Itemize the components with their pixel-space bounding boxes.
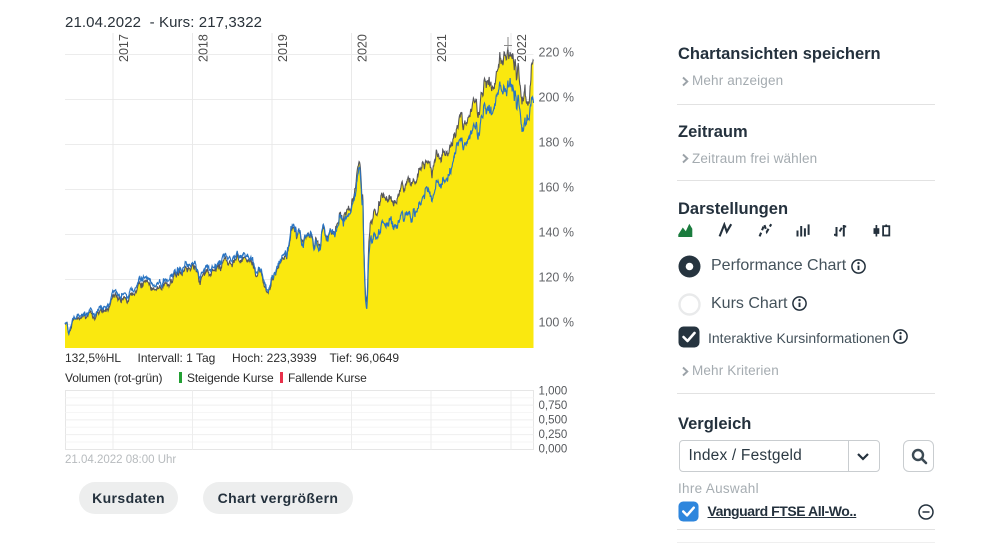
- svg-text:140 %: 140 %: [539, 226, 574, 240]
- svg-text:2017: 2017: [117, 34, 131, 62]
- svg-text:0,000: 0,000: [539, 444, 568, 456]
- svg-text:220 %: 220 %: [539, 46, 574, 60]
- svg-text:2020: 2020: [356, 34, 370, 62]
- svg-text:160 %: 160 %: [539, 181, 574, 195]
- svg-text:2019: 2019: [276, 34, 290, 62]
- svg-text:0,750: 0,750: [539, 400, 568, 412]
- svg-text:0,500: 0,500: [539, 415, 568, 427]
- svg-text:2018: 2018: [197, 34, 211, 62]
- svg-text:2022: 2022: [515, 34, 529, 62]
- svg-text:120 %: 120 %: [539, 271, 574, 285]
- svg-text:1,000: 1,000: [539, 386, 568, 398]
- svg-text:0,250: 0,250: [539, 429, 568, 441]
- svg-text:200 %: 200 %: [539, 91, 574, 105]
- svg-text:180 %: 180 %: [539, 136, 574, 150]
- svg-text:100 %: 100 %: [539, 316, 574, 330]
- svg-text:2021: 2021: [435, 34, 449, 62]
